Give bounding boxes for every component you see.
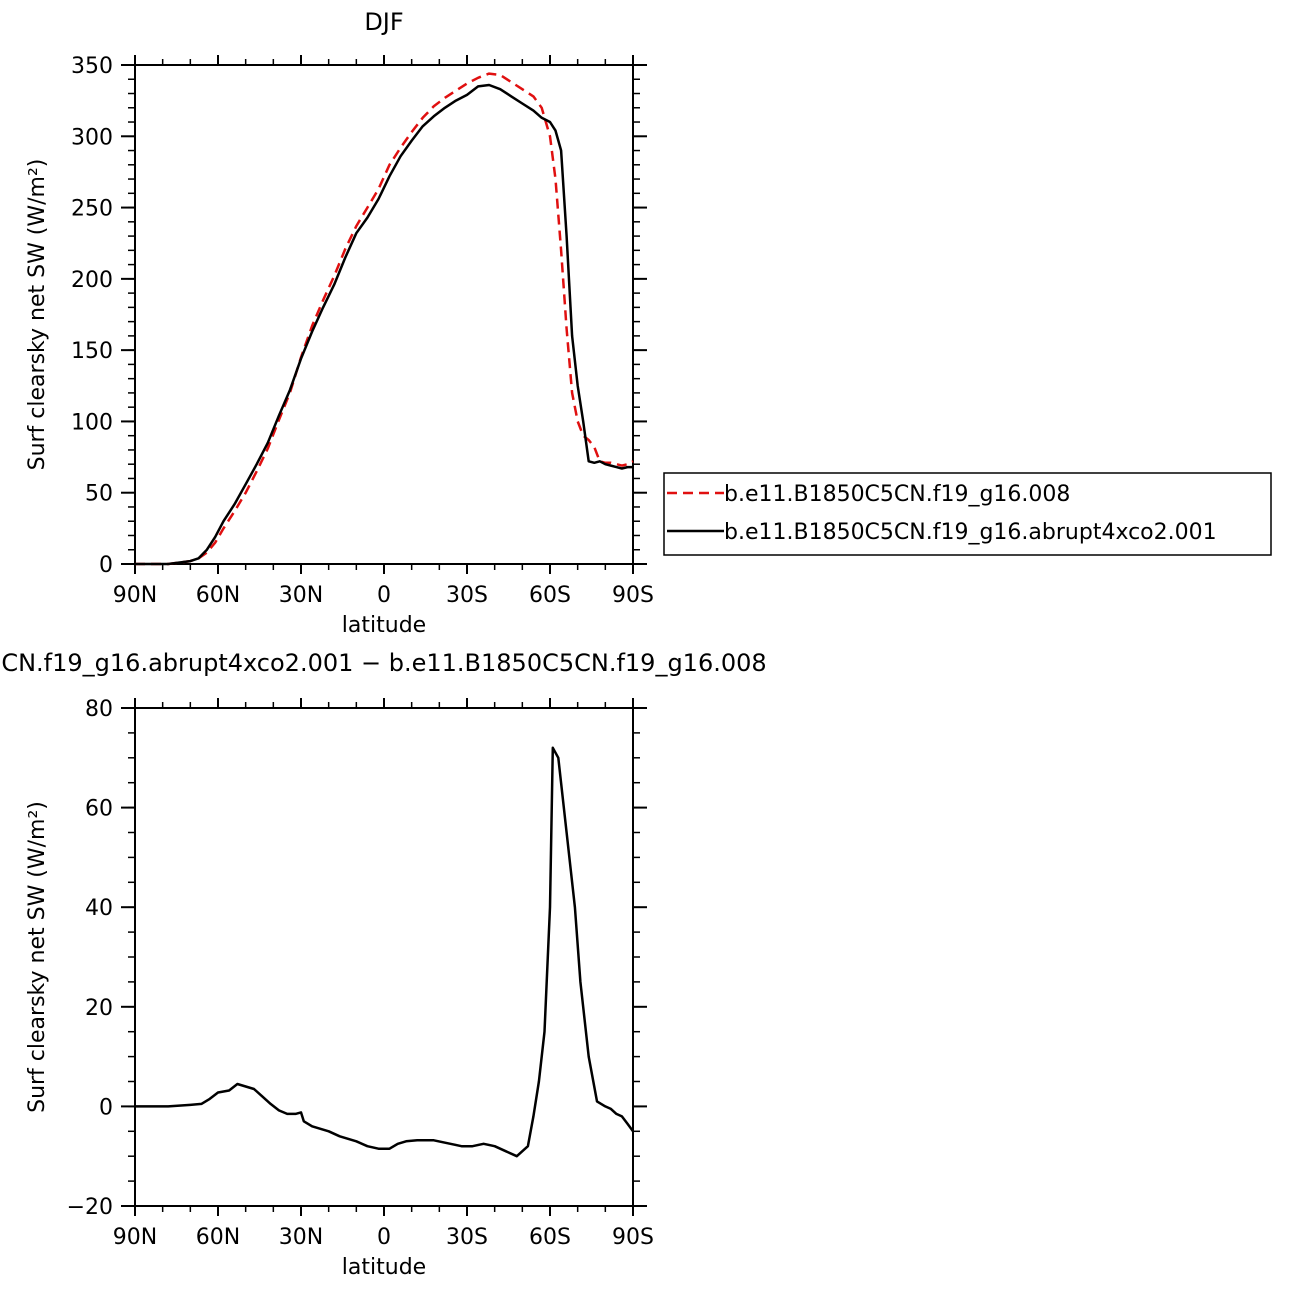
x-tick-label: 90N [113,1225,157,1250]
legend-label-1: b.e11.B1850C5CN.f19_g16.008 [724,482,1070,507]
y-axis-title: Surf clearsky net SW (W/m²) [25,159,50,471]
y-tick-label: 100 [71,410,113,435]
x-tick-label: 90N [113,583,157,608]
chart-panel-2: CN.f19_g16.abrupt4xco2.001 − b.e11.B1850… [1,649,766,1280]
x-tick-label: 60N [196,583,240,608]
x-tick-label: 0 [377,583,391,608]
x-tick-label: 30S [446,583,488,608]
chart-title: DJF [364,8,403,36]
y-axis-title: Surf clearsky net SW (W/m²) [25,801,50,1113]
y-tick-label: 50 [85,482,113,507]
y-tick-label: 80 [85,697,113,722]
legend-box [663,472,1272,556]
series-line-1 [135,72,634,566]
y-tick-label: 250 [71,197,113,222]
x-tick-label: 30S [446,1225,488,1250]
x-axis-title: latitude [342,613,426,638]
x-axis-title: latitude [342,1255,426,1280]
y-tick-label: −20 [67,1195,113,1220]
series-line-1 [135,746,635,1158]
y-tick-label: 0 [99,1095,113,1120]
x-tick-label: 30N [279,1225,323,1250]
legend: b.e11.B1850C5CN.f19_g16.008 b.e11.B1850C5… [663,472,1272,556]
chart-panel-1: DJF 90N 60N 30N 0 30S 60S 90S 0 50 100 150 200 250 300… [25,8,1272,638]
y-tick-label: 60 [85,797,113,822]
y-tick-label: 350 [71,54,113,79]
x-tick-label: 0 [377,1225,391,1250]
y-tick-label: 150 [71,339,113,364]
legend-label-2: b.e11.B1850C5CN.f19_g16.abrupt4xco2.001 [724,520,1217,545]
x-tick-label: 30N [279,583,323,608]
x-tick-label: 60S [529,1225,571,1250]
series-line-2 [135,83,633,566]
y-tick-label: 200 [71,268,113,293]
y-tick-label: 20 [85,996,113,1021]
x-tick-label: 90S [612,583,654,608]
x-tick-label: 60N [196,1225,240,1250]
x-tick-label: 90S [612,1225,654,1250]
x-tick-label: 60S [529,583,571,608]
y-tick-label: 0 [99,553,113,578]
y-tick-label: 40 [85,896,113,921]
y-tick-label: 300 [71,125,113,150]
plot-frame [134,707,634,1207]
chart-title: CN.f19_g16.abrupt4xco2.001 − b.e11.B1850… [1,649,766,677]
